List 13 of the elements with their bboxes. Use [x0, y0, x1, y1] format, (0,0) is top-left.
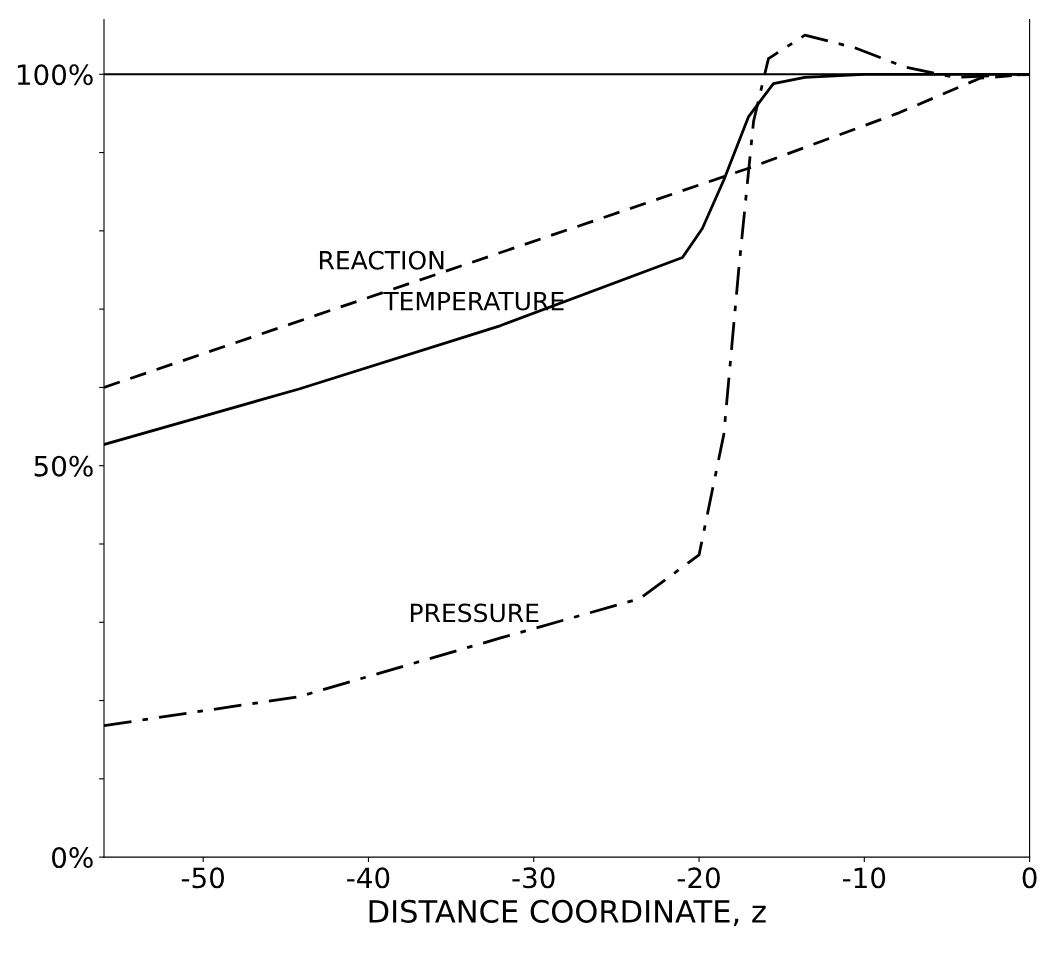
y-tick-label: 100% — [17, 64, 93, 86]
y-tick-label: 50% — [34, 455, 93, 477]
series-label: TEMPERATURE — [383, 292, 564, 311]
x-tick-label: -10 — [842, 867, 886, 889]
x-tick-label: -30 — [512, 867, 555, 889]
x-tick-label: -20 — [677, 867, 720, 889]
x-tick-label: -50 — [181, 867, 225, 889]
series-label: PRESSURE — [410, 603, 539, 623]
y-tick-label: 0% — [52, 847, 93, 869]
x-tick-label: -40 — [347, 867, 390, 889]
x-tick-label: 0 — [1022, 867, 1037, 889]
series-label: REACTION — [319, 250, 444, 270]
x-axis-title: DISTANCE COORDINATE, z — [369, 899, 766, 927]
